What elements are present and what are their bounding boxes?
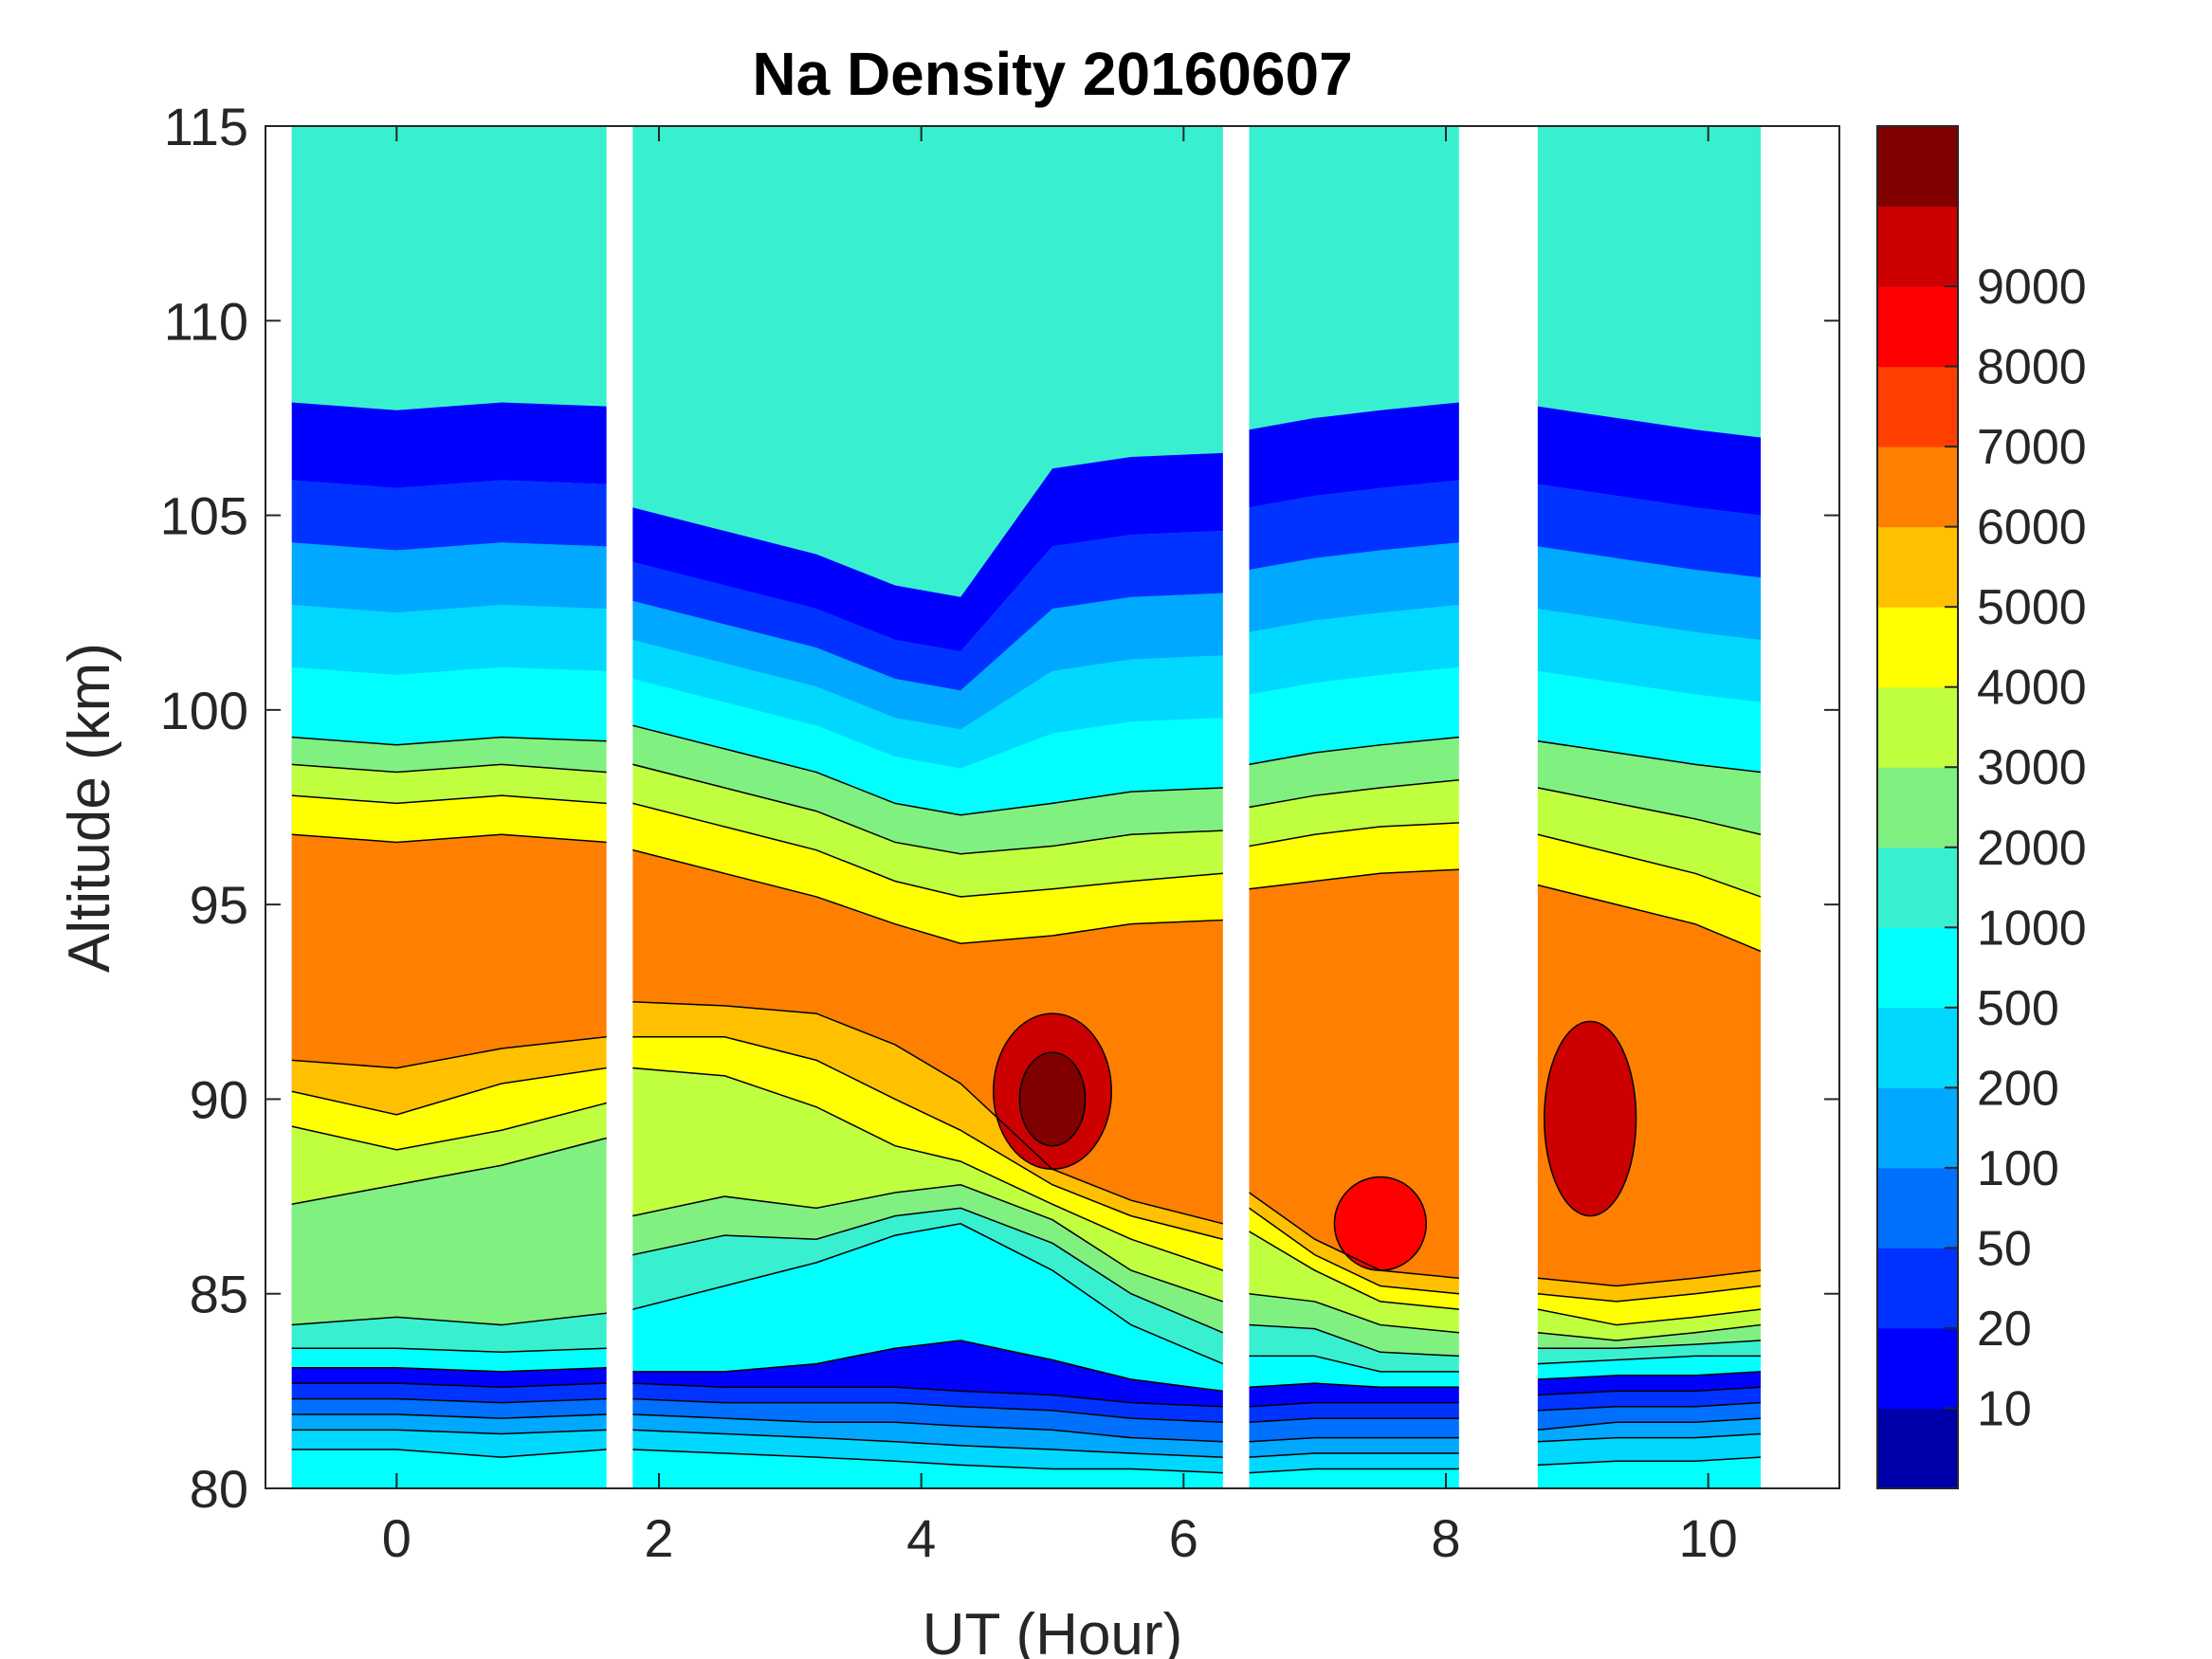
colorbar-segment bbox=[1877, 1007, 1958, 1088]
colorbar-tick-label: 8000 bbox=[1977, 340, 2087, 395]
contour-band bbox=[291, 1208, 1762, 1372]
colorbar-tick-label: 9000 bbox=[1977, 260, 2087, 315]
data-gap bbox=[606, 127, 633, 1487]
contour-band bbox=[291, 1398, 1762, 1442]
y-axis: 80 85 90 95 100 105 110 115 bbox=[160, 97, 1839, 1519]
colorbar-segment bbox=[1877, 1408, 1958, 1489]
y-axis-label: Altitude (km) bbox=[57, 643, 122, 973]
colorbar-segment bbox=[1877, 1167, 1958, 1249]
colorbar: 10 20 50 100 200 500 1000 2000 3000 4000 5000 6000 7… bbox=[1876, 125, 2087, 1489]
colorbar-tick-label: 20 bbox=[1977, 1302, 2032, 1357]
contour-band bbox=[291, 1067, 1762, 1340]
colorbar-segment bbox=[1877, 286, 1958, 368]
colorbar-tick-label: 5000 bbox=[1977, 580, 2087, 635]
plot-frame bbox=[265, 125, 1840, 1489]
density-peak-core bbox=[1018, 1051, 1087, 1147]
colorbar-tick-label: 7000 bbox=[1977, 420, 2087, 475]
contour-band bbox=[291, 402, 1762, 652]
x-tick-label: 10 bbox=[1679, 1508, 1738, 1568]
contour-band bbox=[291, 666, 1762, 815]
data-gap bbox=[266, 127, 292, 1487]
data-gap bbox=[1458, 127, 1538, 1487]
x-tick-label: 4 bbox=[906, 1508, 936, 1568]
colorbar-tick-label: 1000 bbox=[1977, 901, 2087, 956]
colorbar-segment bbox=[1877, 1248, 1958, 1329]
colorbar-tick-label: 50 bbox=[1977, 1221, 2032, 1276]
colorbar-tick-label: 2000 bbox=[1977, 821, 2087, 876]
y-tick-label: 85 bbox=[190, 1265, 248, 1324]
colorbar-segment bbox=[1877, 366, 1958, 447]
x-axis-label: UT (Hour) bbox=[923, 1602, 1182, 1659]
x-axis: 0 2 4 6 8 10 bbox=[382, 126, 1738, 1568]
colorbar-tick-label: 500 bbox=[1977, 981, 2059, 1036]
x-tick-label: 8 bbox=[1431, 1508, 1460, 1568]
y-tick-label: 95 bbox=[190, 875, 248, 935]
colorbar-segment bbox=[1877, 447, 1958, 528]
contour-band bbox=[291, 764, 1762, 897]
data-gap bbox=[1761, 127, 1839, 1487]
contour-band bbox=[291, 480, 1762, 691]
contour-band bbox=[291, 1223, 1762, 1392]
y-tick-label: 80 bbox=[190, 1459, 248, 1519]
contour-band bbox=[291, 1036, 1762, 1325]
x-tick-label: 0 bbox=[382, 1508, 411, 1568]
colorbar-tick-label: 4000 bbox=[1977, 661, 2087, 716]
contour-band bbox=[291, 1340, 1762, 1407]
colorbar-tick-label: 100 bbox=[1977, 1141, 2059, 1196]
density-peak-core bbox=[1333, 1176, 1428, 1271]
data-gap bbox=[1222, 127, 1250, 1487]
colorbar-tick-label: 6000 bbox=[1977, 501, 2087, 556]
colorbar-segment bbox=[1877, 767, 1958, 848]
y-tick-label: 110 bbox=[164, 291, 248, 351]
contour-band bbox=[291, 605, 1762, 769]
chart-title: Na Density 20160607 bbox=[752, 40, 1352, 108]
colorbar-tick-label: 10 bbox=[1977, 1381, 2032, 1436]
contour-band bbox=[291, 542, 1762, 730]
contour-band bbox=[291, 1413, 1762, 1458]
contour-field bbox=[291, 126, 1762, 1488]
colorbar-segment bbox=[1877, 686, 1958, 768]
contour-band bbox=[291, 1138, 1762, 1357]
y-tick-label: 100 bbox=[160, 681, 248, 740]
colorbar-segment bbox=[1877, 847, 1958, 928]
contour-band bbox=[291, 1383, 1762, 1423]
colorbar-segment bbox=[1877, 1327, 1958, 1409]
colorbar-segment bbox=[1877, 526, 1958, 608]
colorbar-segment bbox=[1877, 126, 1958, 208]
contour-band bbox=[291, 725, 1762, 854]
colorbar-segment bbox=[1877, 927, 1958, 1009]
colorbar-frame bbox=[1876, 125, 1959, 1489]
x-tick-label: 2 bbox=[644, 1508, 673, 1568]
colorbar-segment bbox=[1877, 1087, 1958, 1169]
contour-band bbox=[291, 1430, 1762, 1473]
colorbar-segment bbox=[1877, 206, 1958, 287]
colorbar-tick-label: 3000 bbox=[1977, 740, 2087, 795]
colorbar-tick-label: 200 bbox=[1977, 1061, 2059, 1116]
contour-band bbox=[291, 795, 1762, 952]
y-tick-label: 115 bbox=[164, 97, 248, 156]
data-gaps bbox=[266, 127, 1839, 1487]
density-peak-core bbox=[1544, 1020, 1637, 1217]
y-tick-label: 105 bbox=[160, 486, 248, 546]
colorbar-segment bbox=[1877, 607, 1958, 688]
x-tick-label: 6 bbox=[1169, 1508, 1198, 1568]
y-tick-label: 90 bbox=[190, 1069, 248, 1129]
